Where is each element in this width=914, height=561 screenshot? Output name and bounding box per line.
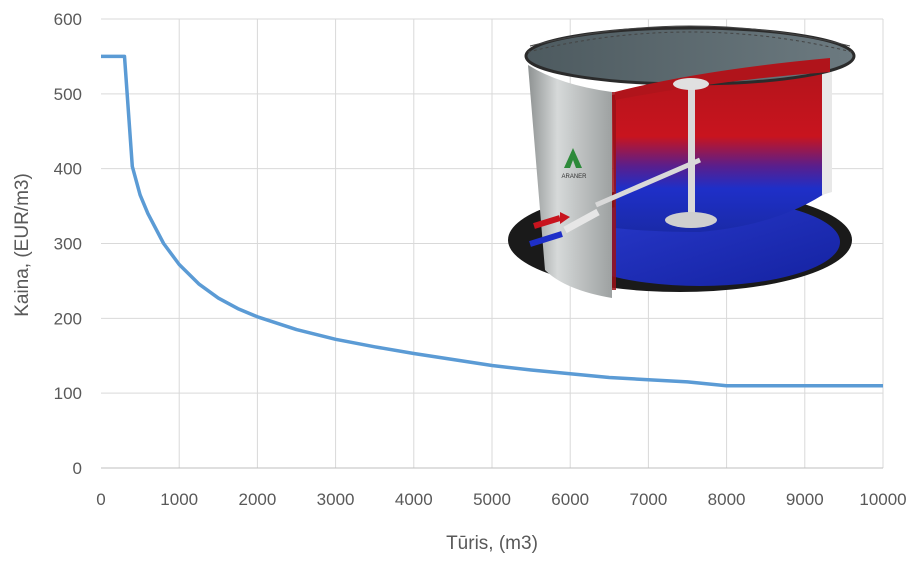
- hot-arrow-head: [560, 212, 570, 224]
- y-tick-label: 0: [73, 459, 82, 478]
- y-tick-label: 100: [54, 384, 82, 403]
- x-tick-label: 6000: [551, 490, 589, 509]
- tank-pipe: [595, 157, 701, 208]
- x-tick-label: 0: [96, 490, 105, 509]
- y-tick-label: 500: [54, 85, 82, 104]
- araner-logo-text: ARANER: [561, 174, 587, 180]
- tank-illustration: ARANER: [508, 25, 856, 298]
- tank-pipe: [563, 208, 600, 234]
- x-tick-label: 2000: [238, 490, 276, 509]
- x-tick-label: 5000: [473, 490, 511, 509]
- tank-roof-railing: [529, 25, 851, 47]
- y-tick-label: 400: [54, 160, 82, 179]
- x-tick-label: 3000: [317, 490, 355, 509]
- tank-roof-cutaway: [615, 58, 830, 100]
- x-tick-label: 9000: [786, 490, 824, 509]
- x-axis-label: Tūris, (m3): [446, 533, 538, 554]
- x-tick-label: 7000: [629, 490, 667, 509]
- tank-pipe-cold-arrow: [529, 231, 563, 247]
- y-tick-label: 300: [54, 235, 82, 254]
- tank-inner-wall: [612, 58, 830, 232]
- price-series-line: [101, 54, 883, 388]
- y-tick-label: 200: [54, 309, 82, 328]
- x-tick-label: 1000: [160, 490, 198, 509]
- tank-roof-railing: [527, 31, 853, 53]
- x-tick-label: 4000: [395, 490, 433, 509]
- tank-pipe-hot-arrow: [533, 215, 561, 229]
- tank-column: [688, 82, 695, 222]
- araner-logo-mark: [564, 148, 582, 168]
- x-tick-label: 8000: [708, 490, 746, 509]
- y-tick-label: 600: [54, 10, 82, 29]
- series-layer: [101, 54, 883, 388]
- tank-right-edge: [822, 58, 832, 195]
- tank-diffuser-bottom: [665, 212, 717, 228]
- y-axis-label: Kaina, (EUR/m3): [12, 173, 33, 317]
- tank-diffuser-top: [673, 78, 709, 90]
- x-tick-label: 10000: [859, 490, 906, 509]
